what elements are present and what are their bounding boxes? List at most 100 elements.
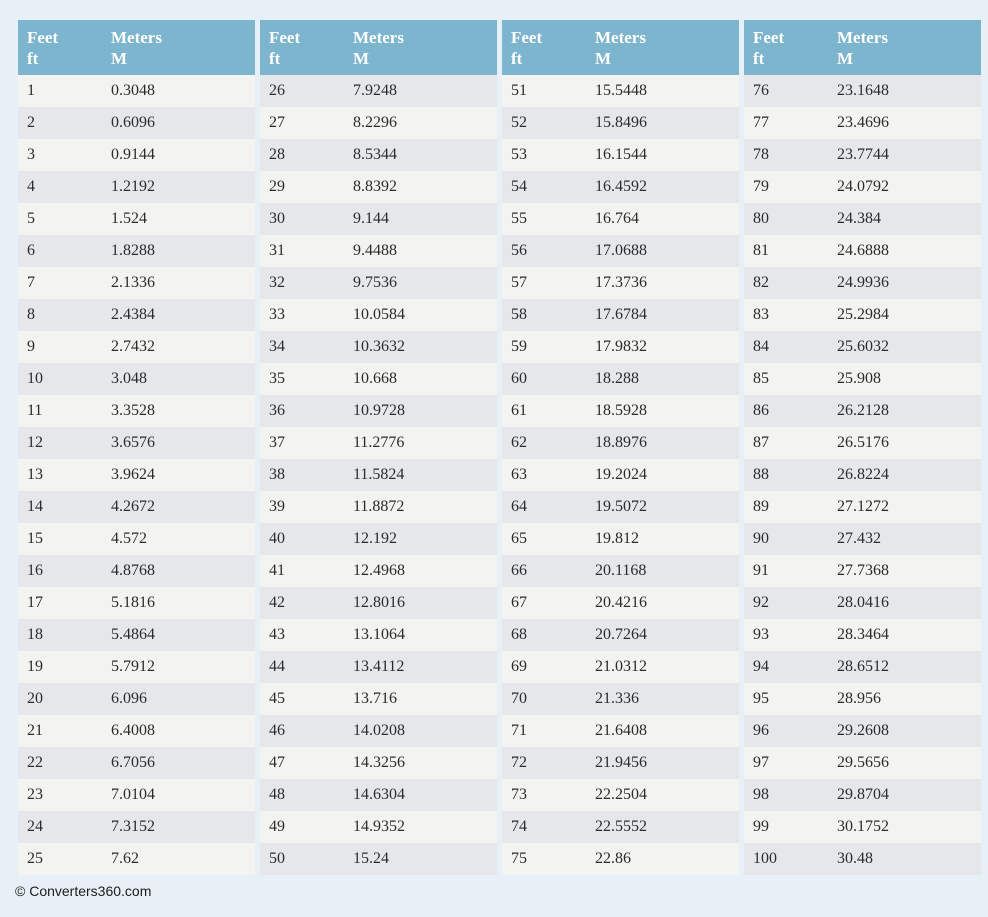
- meters-value: 9.7536: [353, 274, 397, 291]
- meters-value: 16.1544: [595, 146, 647, 163]
- meters-value: 18.288: [595, 370, 639, 387]
- feet-value: 50: [269, 850, 285, 867]
- meters-column-header: Meters M: [837, 27, 981, 75]
- meters-header-sub: M: [353, 49, 370, 68]
- feet-value: 28: [269, 146, 285, 163]
- feet-column-header: Feet ft: [18, 27, 111, 75]
- meters-header-label: Meters: [111, 28, 162, 47]
- table-row: 90 27.432: [744, 523, 981, 555]
- meters-value: 7.9248: [353, 82, 397, 99]
- meters-value: 17.0688: [595, 242, 647, 259]
- meters-value: 14.0208: [353, 722, 405, 739]
- meters-value: 2.4384: [111, 306, 155, 323]
- feet-header-label: Feet: [753, 28, 785, 47]
- feet-value: 26: [269, 82, 285, 99]
- feet-value: 23: [27, 786, 43, 803]
- table-row: 61 18.5928: [502, 395, 739, 427]
- meters-value: 1.2192: [111, 178, 155, 195]
- table-row: 79 24.0792: [744, 171, 981, 203]
- table-row: 13 3.9624: [18, 459, 255, 491]
- feet-value: 51: [511, 82, 527, 99]
- feet-value: 71: [511, 722, 527, 739]
- meters-value: 0.3048: [111, 82, 155, 99]
- table-row: 73 22.2504: [502, 779, 739, 811]
- table-row: 43 13.1064: [260, 619, 497, 651]
- feet-value: 99: [753, 818, 769, 835]
- feet-header-sub: ft: [511, 49, 523, 68]
- meters-value: 6.4008: [111, 722, 155, 739]
- feet-value: 8: [27, 306, 35, 323]
- meters-value: 15.5448: [595, 82, 647, 99]
- table-row: 1 0.3048: [18, 75, 255, 107]
- conversion-table-1: Feet ft Meters M 1 0.3048 2 0.6096 3 0.9144 4 1…: [18, 20, 255, 875]
- feet-value: 74: [511, 818, 527, 835]
- meters-value: 28.6512: [837, 658, 889, 675]
- meters-value: 10.3632: [353, 338, 405, 355]
- meters-value: 10.668: [353, 370, 397, 387]
- table-row: 98 29.8704: [744, 779, 981, 811]
- feet-value: 66: [511, 562, 527, 579]
- meters-value: 16.4592: [595, 178, 647, 195]
- table-row: 63 19.2024: [502, 459, 739, 491]
- feet-value: 37: [269, 434, 285, 451]
- feet-value: 31: [269, 242, 285, 259]
- meters-value: 25.6032: [837, 338, 889, 355]
- meters-value: 24.384: [837, 210, 881, 227]
- meters-value: 9.4488: [353, 242, 397, 259]
- meters-value: 11.5824: [353, 466, 405, 483]
- table-row: 78 23.7744: [744, 139, 981, 171]
- table-row: 71 21.6408: [502, 715, 739, 747]
- table-body: 1 0.3048 2 0.6096 3 0.9144 4 1.2192 5 1.524 6 1.828…: [18, 75, 255, 875]
- feet-value: 91: [753, 562, 769, 579]
- table-row: 74 22.5552: [502, 811, 739, 843]
- meters-value: 19.812: [595, 530, 639, 547]
- meters-value: 26.8224: [837, 466, 889, 483]
- feet-value: 42: [269, 594, 285, 611]
- table-row: 33 10.0584: [260, 299, 497, 331]
- meters-value: 27.1272: [837, 498, 889, 515]
- table-row: 45 13.716: [260, 683, 497, 715]
- table-row: 75 22.86: [502, 843, 739, 875]
- table-row: 94 28.6512: [744, 651, 981, 683]
- table-row: 18 5.4864: [18, 619, 255, 651]
- meters-column-header: Meters M: [595, 27, 739, 75]
- table-row: 69 21.0312: [502, 651, 739, 683]
- table-row: 31 9.4488: [260, 235, 497, 267]
- feet-value: 89: [753, 498, 769, 515]
- table-row: 96 29.2608: [744, 715, 981, 747]
- meters-header-sub: M: [837, 49, 854, 68]
- meters-value: 0.6096: [111, 114, 155, 131]
- table-row: 52 15.8496: [502, 107, 739, 139]
- feet-value: 19: [27, 658, 43, 675]
- table-row: 54 16.4592: [502, 171, 739, 203]
- feet-value: 41: [269, 562, 285, 579]
- table-row: 28 8.5344: [260, 139, 497, 171]
- meters-value: 13.4112: [353, 658, 405, 675]
- meters-value: 24.9936: [837, 274, 889, 291]
- feet-value: 72: [511, 754, 527, 771]
- table-row: 53 16.1544: [502, 139, 739, 171]
- table-body: 26 7.9248 27 8.2296 28 8.5344 29 8.8392 30 9.144 3…: [260, 75, 497, 875]
- table-row: 29 8.8392: [260, 171, 497, 203]
- meters-value: 2.1336: [111, 274, 155, 291]
- feet-value: 87: [753, 434, 769, 451]
- table-row: 2 0.6096: [18, 107, 255, 139]
- meters-value: 7.62: [111, 850, 139, 867]
- feet-value: 30: [269, 210, 285, 227]
- feet-value: 79: [753, 178, 769, 195]
- feet-value: 52: [511, 114, 527, 131]
- table-row: 22 6.7056: [18, 747, 255, 779]
- table-row: 56 17.0688: [502, 235, 739, 267]
- meters-value: 20.4216: [595, 594, 647, 611]
- meters-value: 28.0416: [837, 594, 889, 611]
- feet-value: 60: [511, 370, 527, 387]
- meters-value: 23.4696: [837, 114, 889, 131]
- table-row: 16 4.8768: [18, 555, 255, 587]
- feet-value: 77: [753, 114, 769, 131]
- table-row: 26 7.9248: [260, 75, 497, 107]
- table-row: 62 18.8976: [502, 427, 739, 459]
- meters-value: 2.7432: [111, 338, 155, 355]
- meters-value: 0.9144: [111, 146, 155, 163]
- meters-value: 25.908: [837, 370, 881, 387]
